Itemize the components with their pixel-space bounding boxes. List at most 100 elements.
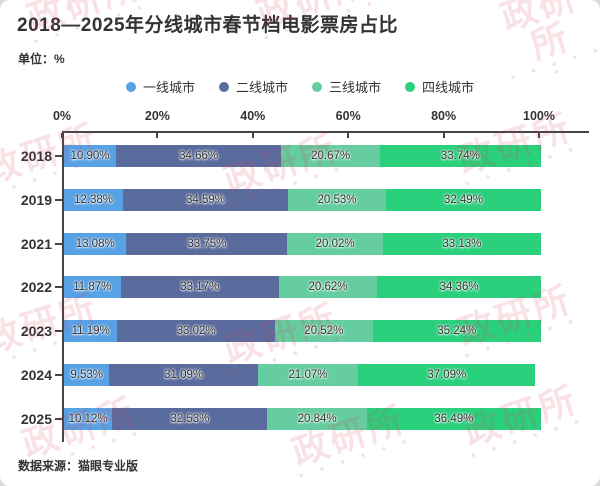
chart-row-2021: 2021 13.08% 33.75% 20.02% 33.13% (21, 232, 541, 255)
legend-label: 三线城市 (329, 80, 382, 95)
stacked-bar: 13.08% 33.75% 20.02% 33.13% (64, 232, 541, 255)
bar-segment-value: 11.19% (71, 325, 110, 338)
chart-row-2018: 2018 10.90% 34.66% 20.67% 33.74% (21, 145, 541, 167)
row-year-label: 2023 (20, 323, 52, 340)
bar-segment-value: 20.84% (297, 412, 337, 425)
row-tick-mark (55, 155, 62, 157)
row-tick-mark (55, 242, 62, 245)
bar-segment-value: 21.07% (288, 369, 328, 381)
bar-segment-value: 34.59% (186, 193, 226, 206)
bar-segment: 21.07% (257, 364, 359, 386)
bar-segment: 11.87% (64, 276, 121, 299)
row-tick-mark (55, 374, 62, 376)
bar-segment-value: 11.87% (73, 281, 112, 294)
bar-segment-value: 34.36% (439, 281, 479, 294)
x-axis-tick-mark (538, 133, 540, 138)
bar-segment: 12.38% (64, 188, 124, 211)
bar-segment: 20.52% (274, 320, 373, 343)
bar-segment: 36.49% (366, 407, 541, 430)
legend: 一线城市 二线城市 三线城市 四线城市 (0, 77, 600, 96)
x-axis-tick-mark (61, 133, 63, 138)
legend-label: 二线城市 (235, 80, 288, 95)
bar-segment-value: 37.09% (427, 369, 467, 381)
bar-segment: 34.66% (115, 145, 282, 167)
bar-segment: 20.67% (281, 145, 380, 167)
bar-segment-value: 33.17% (180, 281, 220, 294)
legend-item-1: 二线城市 (218, 77, 288, 96)
row-tick-mark (55, 198, 62, 201)
plot-area: 0% 20% 40% 60% 80% 100% 2018 10.90% 34.66% 20.67%… (21, 109, 589, 451)
bar-segment-value: 20.67% (311, 150, 351, 162)
x-axis-tick-mark (442, 133, 445, 138)
bar-segment-value: 20.52% (304, 325, 344, 338)
bar-segment: 32.49% (385, 188, 541, 211)
legend-item-2: 三线城市 (312, 77, 381, 96)
legend-swatch-icon (312, 81, 322, 92)
bar-segment-value: 12.38% (74, 193, 114, 206)
bar-segment-value: 13.08% (75, 237, 115, 250)
bar-segment: 37.09% (358, 364, 536, 386)
bar-segment-value: 32.53% (170, 412, 210, 425)
bar-segment-value: 20.53% (317, 193, 357, 206)
bar-segment: 9.53% (64, 364, 110, 386)
unit-label: 单位：% (18, 52, 65, 66)
bar-segment: 13.08% (64, 232, 127, 255)
bar-segment-value: 35.24% (437, 325, 477, 338)
bar-segment-value: 33.74% (440, 150, 480, 162)
bar-segment: 33.17% (120, 276, 279, 299)
bar-segment: 34.59% (123, 188, 289, 211)
legend-item-0: 一线城市 (125, 77, 195, 96)
row-year-label: 2019 (20, 191, 52, 208)
bar-segment: 32.53% (112, 407, 268, 430)
stacked-bar: 10.90% 34.66% 20.67% 33.74% (64, 145, 541, 167)
bar-segment: 34.36% (377, 276, 542, 299)
bar-segment: 10.12% (64, 407, 113, 430)
legend-item-3: 四线城市 (405, 77, 474, 96)
bar-segment-value: 33.75% (187, 237, 227, 250)
bar-segment: 20.62% (278, 276, 378, 299)
stacked-bar: 11.19% 33.02% 20.52% 35.24% (64, 320, 541, 343)
chart-row-2024: 2024 9.53% 31.09% 21.07% 37.09% (21, 364, 541, 386)
chart-row-2019: 2019 12.38% 34.59% 20.53% 32.49% (21, 188, 541, 211)
chart-title: 2018—2025年分线城市春节档电影票房占比 (17, 15, 399, 36)
row-year-label: 2022 (20, 279, 52, 296)
x-axis-tick-label: 40% (240, 109, 266, 123)
row-tick-mark (55, 330, 62, 333)
stacked-bar: 12.38% 34.59% 20.53% 32.49% (64, 188, 541, 211)
bar-segment-value: 31.09% (164, 369, 204, 381)
row-year-label: 2025 (20, 410, 52, 427)
bar-segment: 33.13% (382, 232, 541, 255)
chart-row-2025: 2025 10.12% 32.53% 20.84% 36.49% (21, 407, 541, 430)
stacked-bar: 10.12% 32.53% 20.84% 36.49% (64, 407, 541, 430)
x-axis-tick-label: 100% (523, 109, 555, 123)
row-year-label: 2018 (20, 148, 52, 164)
bar-segment-value: 10.90% (70, 150, 110, 162)
row-year-label: 2021 (20, 235, 52, 252)
bar-segment: 33.75% (126, 232, 288, 255)
bar-segment-value: 20.62% (308, 281, 348, 294)
data-source: 数据来源：猫眼专业版 (18, 459, 139, 473)
bar-segment: 33.02% (117, 320, 275, 343)
x-axis-tick-label: 60% (335, 109, 361, 123)
row-tick-mark (55, 286, 62, 289)
bar-segment-value: 9.53% (70, 369, 104, 381)
chart-row-2023: 2023 11.19% 33.02% 20.52% 35.24% (21, 320, 541, 343)
legend-swatch-icon (405, 81, 416, 92)
y-axis-line (62, 131, 64, 442)
stacked-bar: 9.53% 31.09% 21.07% 37.09% (64, 364, 541, 386)
bar-segment-value: 20.02% (315, 237, 355, 250)
bar-segment: 31.09% (109, 364, 258, 386)
bar-segment-value: 33.13% (442, 237, 482, 250)
bar-segment-value: 32.49% (443, 193, 483, 206)
bar-segment: 20.53% (288, 188, 386, 211)
x-axis-tick-mark (251, 133, 254, 138)
row-tick-mark (55, 417, 62, 420)
x-axis-tick-mark (347, 133, 350, 138)
bar-segment: 20.84% (267, 407, 367, 430)
bar-segment: 20.02% (287, 232, 383, 255)
x-axis-tick-label: 0% (52, 109, 72, 123)
bar-segment: 33.74% (379, 145, 541, 167)
row-year-label: 2024 (20, 367, 52, 383)
